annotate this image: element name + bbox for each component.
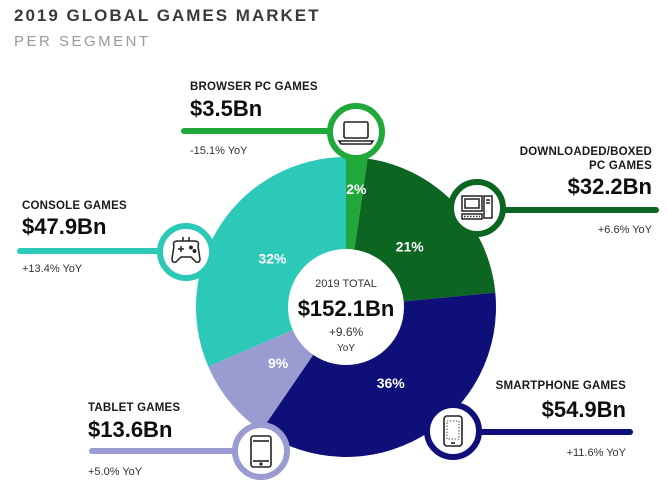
smartphone-badge [424, 402, 482, 460]
browser-segment-value: $3.5Bn [190, 96, 263, 121]
downloaded-badge [448, 179, 506, 237]
tablet-percent-label: 9% [268, 355, 289, 371]
console-percent-label: 32% [258, 251, 287, 267]
chart-title: 2019 GLOBAL GAMES MARKET [14, 6, 321, 25]
center-total-value: $152.1Bn [298, 296, 395, 321]
tablet-badge [232, 422, 290, 480]
downloaded-segment-name-line2: PC GAMES [589, 160, 652, 172]
console-segment-value: $47.9Bn [22, 214, 107, 239]
downloaded-segment-name-line1: DOWNLOADED/BOXED [519, 146, 652, 158]
console-segment-name: CONSOLE GAMES [22, 200, 127, 212]
center-growth-unit: YoY [337, 343, 355, 354]
tablet-segment-value: $13.6Bn [88, 417, 173, 442]
tablet-segment-name: TABLET GAMES [88, 402, 181, 414]
smartphone-segment-yoy: +11.6% YoY [566, 447, 626, 459]
center-growth: +9.6% [329, 325, 364, 339]
donut-center [288, 249, 404, 365]
console-segment-yoy: +13.4% YoY [22, 263, 83, 275]
smartphone-icon [443, 415, 463, 447]
smartphone-segment-value: $54.9Bn [541, 397, 626, 422]
browser-segment-name: BROWSER PC GAMES [190, 81, 318, 93]
laptop-icon [337, 121, 375, 145]
downloaded-percent-label: 21% [396, 238, 425, 254]
browser-badge [327, 103, 385, 161]
console-badge [157, 223, 215, 281]
chart-subtitle: PER SEGMENT [14, 33, 151, 50]
desktop-pc-icon [461, 195, 493, 220]
downloaded-segment-yoy: +6.6% YoY [597, 224, 652, 236]
browser-segment-yoy: -15.1% YoY [190, 145, 248, 157]
downloaded-segment-value: $32.2Bn [567, 174, 652, 199]
tablet-segment-yoy: +5.0% YoY [88, 466, 143, 478]
center-total-label: 2019 TOTAL [315, 278, 377, 290]
downloaded-segment-name: DOWNLOADED/BOXED PC GAMES [520, 145, 652, 173]
smartphone-percent-label: 36% [377, 375, 406, 391]
tablet-icon [250, 435, 272, 468]
gamepad-icon [171, 237, 201, 263]
browser-percent-label: 2% [346, 181, 367, 197]
smartphone-segment-name: SMARTPHONE GAMES [495, 380, 626, 392]
